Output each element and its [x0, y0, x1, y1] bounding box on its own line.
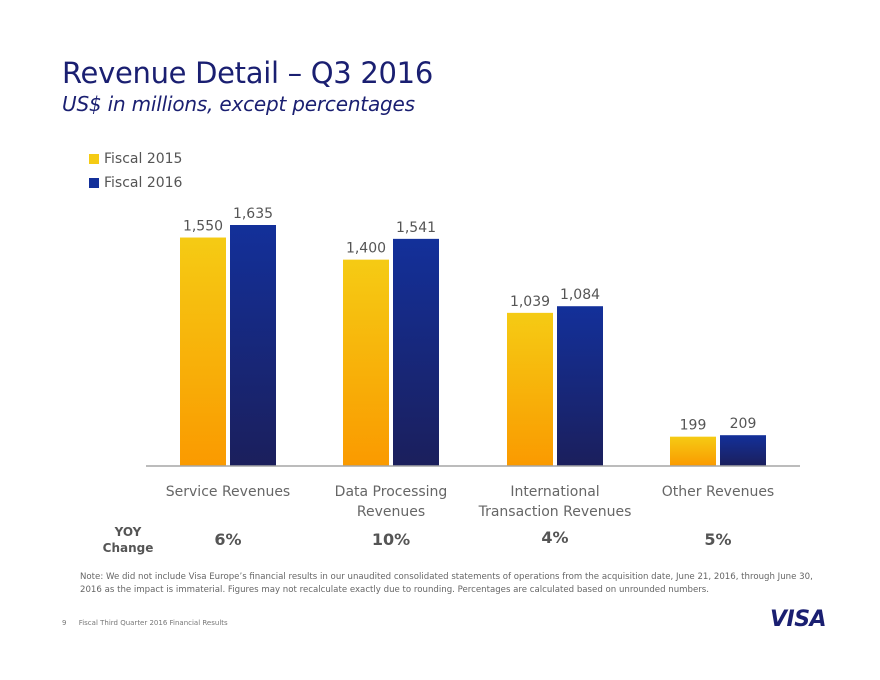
bar-fiscal-2015-0 — [180, 237, 226, 466]
bar-fiscal-2016-0 — [230, 225, 276, 466]
bar-fiscal-2016-2 — [557, 306, 603, 466]
bar-fiscal-2015-2 — [507, 312, 553, 466]
page-number: 9 — [62, 619, 67, 627]
yoy-value-data-processing: 10% — [371, 530, 411, 549]
page-title: Revenue Detail – Q3 2016 — [62, 56, 433, 90]
data-label: 209 — [730, 416, 757, 432]
footnote: Note: We did not include Visa Europe’s f… — [80, 572, 813, 595]
legend-label-fiscal-2015: Fiscal 2015 — [104, 151, 183, 167]
data-label: 1,635 — [233, 206, 273, 222]
data-label: 1,084 — [560, 287, 600, 303]
data-label: 1,550 — [183, 219, 223, 235]
yoy-label-line1: YOY — [114, 525, 142, 539]
legend-item-fiscal-2016: Fiscal 2016 — [89, 171, 182, 195]
legend-label-fiscal-2016: Fiscal 2016 — [104, 175, 183, 191]
category-label: Revenues — [357, 504, 425, 520]
legend-item-fiscal-2015: Fiscal 2015 — [89, 147, 182, 171]
page-subtitle: US$ in millions, except percentages — [62, 92, 415, 116]
yoy-value-other: 5% — [704, 530, 732, 549]
yoy-change-label: YOY Change — [96, 524, 160, 556]
visa-logo: VISA — [770, 607, 827, 632]
chart-legend: Fiscal 2015 Fiscal 2016 — [89, 147, 182, 195]
category-label: International — [510, 484, 599, 500]
data-label: 1,400 — [346, 241, 386, 257]
yoy-value-service: 6% — [214, 530, 242, 549]
legend-swatch-fiscal-2016 — [89, 178, 99, 188]
bar-fiscal-2016-1 — [393, 238, 439, 466]
data-label: 1,541 — [396, 220, 436, 236]
bar-fiscal-2015-3 — [670, 436, 716, 466]
yoy-label-line2: Change — [102, 541, 154, 555]
footer-text: Fiscal Third Quarter 2016 Financial Resu… — [78, 619, 228, 627]
yoy-value-international: 4% — [541, 528, 569, 547]
category-label: Service Revenues — [166, 484, 290, 500]
legend-swatch-fiscal-2015 — [89, 154, 99, 164]
category-label: Data Processing — [335, 484, 448, 500]
category-label: Other Revenues — [662, 484, 774, 500]
data-label: 199 — [680, 418, 707, 434]
bar-fiscal-2016-3 — [720, 435, 766, 466]
footer: 9 Fiscal Third Quarter 2016 Financial Re… — [62, 619, 228, 627]
data-label: 1,039 — [510, 294, 550, 310]
category-label: Transaction Revenues — [478, 504, 632, 520]
bar-fiscal-2015-1 — [343, 259, 389, 466]
